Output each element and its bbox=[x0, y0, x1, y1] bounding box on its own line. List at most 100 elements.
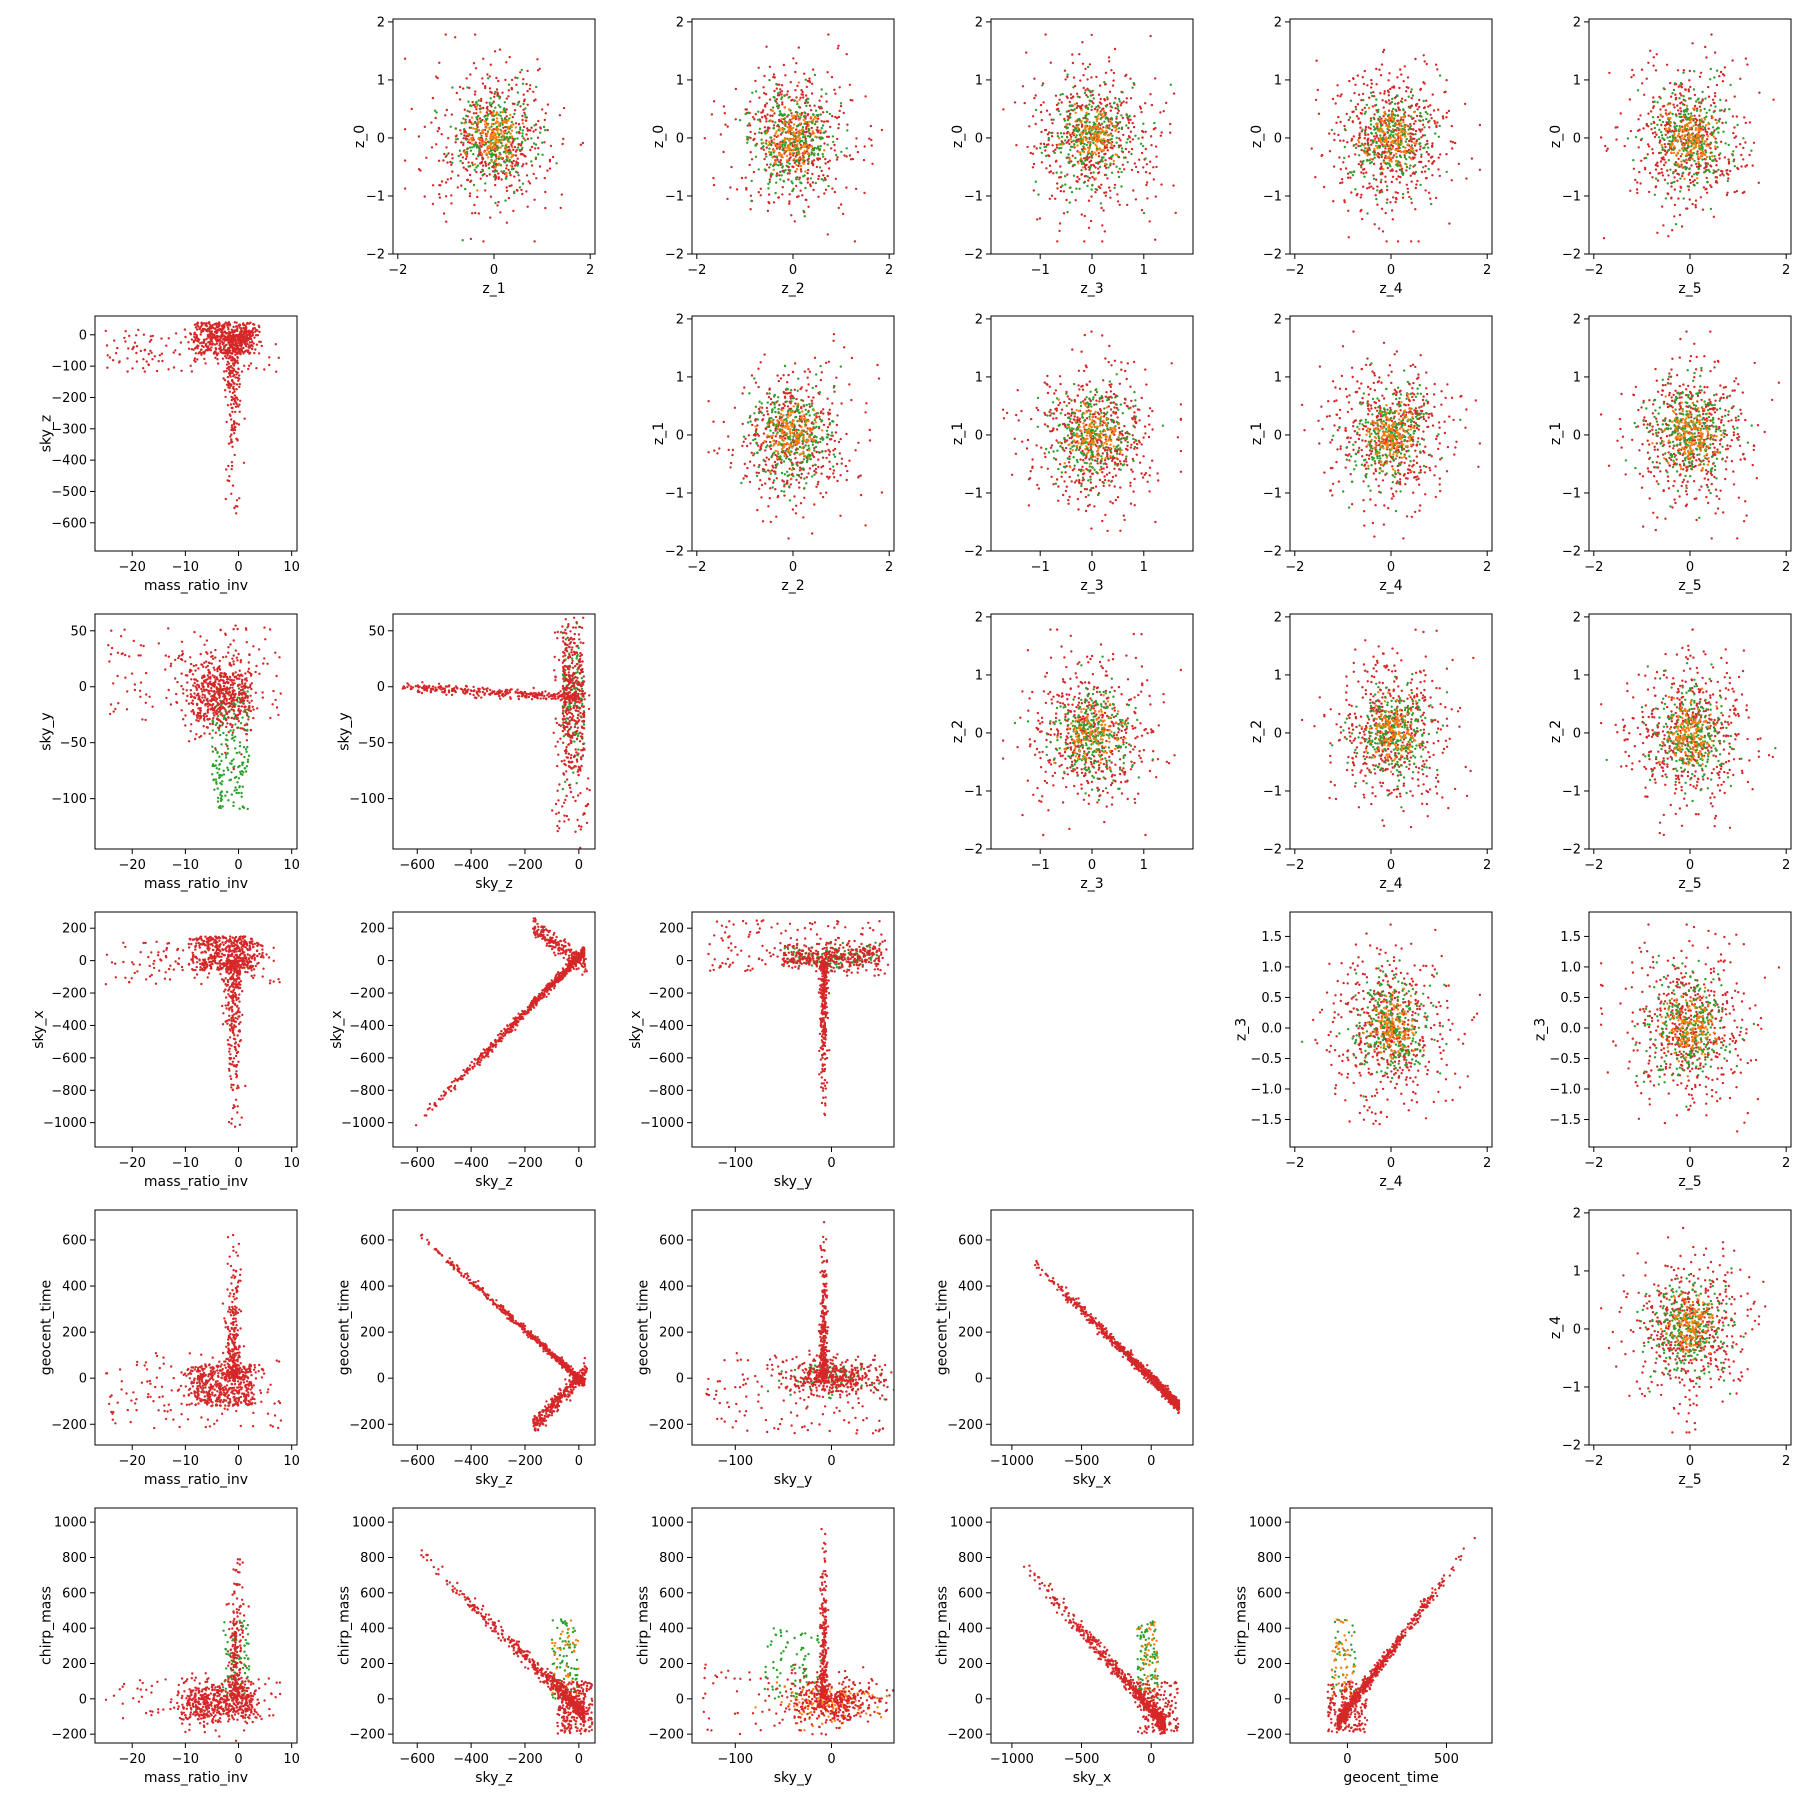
scatter-points bbox=[104, 321, 280, 515]
point bbox=[1360, 166, 1363, 169]
point bbox=[1034, 122, 1037, 126]
point bbox=[1389, 141, 1393, 144]
point bbox=[767, 150, 771, 154]
point bbox=[824, 162, 827, 165]
point bbox=[1110, 171, 1114, 174]
point bbox=[1676, 135, 1680, 138]
point bbox=[801, 139, 804, 143]
point bbox=[1079, 153, 1082, 156]
point bbox=[1115, 153, 1119, 157]
point bbox=[1382, 136, 1385, 139]
point bbox=[764, 152, 767, 156]
point bbox=[791, 144, 794, 147]
point bbox=[1674, 93, 1677, 96]
point bbox=[787, 131, 790, 134]
point bbox=[1023, 101, 1026, 105]
point bbox=[1669, 111, 1672, 114]
point bbox=[752, 116, 755, 119]
point bbox=[800, 170, 803, 173]
point bbox=[801, 175, 805, 178]
point bbox=[1128, 136, 1132, 139]
point bbox=[1660, 144, 1663, 147]
point bbox=[1102, 143, 1106, 146]
scatter-points bbox=[1599, 33, 1775, 240]
point bbox=[1697, 167, 1700, 171]
scatter-points bbox=[703, 33, 884, 243]
point bbox=[1127, 116, 1130, 119]
point bbox=[1703, 107, 1706, 111]
point bbox=[1748, 121, 1752, 124]
point bbox=[483, 150, 486, 154]
point bbox=[786, 125, 789, 129]
point bbox=[1392, 196, 1395, 199]
point bbox=[1670, 185, 1673, 188]
point bbox=[505, 148, 508, 152]
point bbox=[1089, 219, 1093, 223]
point bbox=[105, 344, 109, 347]
y-tick-label: 2 bbox=[1573, 15, 1581, 30]
point bbox=[1068, 131, 1071, 135]
point bbox=[816, 152, 820, 156]
point bbox=[1400, 124, 1403, 128]
point bbox=[183, 328, 187, 331]
point bbox=[1714, 105, 1717, 108]
point bbox=[1108, 102, 1112, 105]
point bbox=[846, 123, 849, 126]
point bbox=[1711, 116, 1715, 119]
point bbox=[1084, 159, 1087, 162]
point bbox=[1118, 121, 1121, 124]
point bbox=[1364, 129, 1367, 133]
point bbox=[1725, 169, 1728, 172]
point bbox=[806, 178, 809, 181]
point bbox=[1398, 86, 1401, 90]
point bbox=[467, 161, 470, 164]
point bbox=[1654, 131, 1657, 134]
point bbox=[801, 126, 805, 129]
point bbox=[1740, 165, 1743, 168]
point bbox=[1640, 137, 1644, 140]
y-tick-label: 2 bbox=[975, 15, 983, 30]
point bbox=[822, 120, 826, 123]
point bbox=[507, 83, 511, 86]
point bbox=[1451, 141, 1455, 144]
point bbox=[1099, 132, 1102, 135]
point bbox=[480, 145, 483, 148]
point bbox=[1365, 103, 1369, 107]
point bbox=[1102, 115, 1105, 118]
point bbox=[772, 124, 776, 127]
point bbox=[505, 121, 508, 125]
point bbox=[1082, 129, 1085, 132]
point bbox=[1678, 97, 1681, 100]
point bbox=[1396, 162, 1399, 165]
point bbox=[801, 90, 804, 94]
point bbox=[784, 131, 788, 134]
point bbox=[1651, 116, 1655, 119]
point bbox=[1428, 119, 1431, 123]
point bbox=[779, 133, 783, 136]
point bbox=[1666, 136, 1669, 139]
point bbox=[811, 130, 814, 133]
point bbox=[1704, 149, 1707, 152]
point bbox=[809, 177, 813, 180]
point bbox=[1362, 144, 1366, 147]
point bbox=[504, 146, 507, 149]
point bbox=[460, 121, 463, 125]
point bbox=[233, 382, 236, 385]
point bbox=[1132, 189, 1135, 192]
point bbox=[1097, 122, 1101, 125]
point bbox=[812, 132, 816, 135]
point bbox=[1418, 128, 1421, 131]
point bbox=[790, 180, 793, 183]
point bbox=[511, 141, 514, 144]
point bbox=[516, 76, 519, 80]
point bbox=[1437, 156, 1440, 159]
point bbox=[1389, 201, 1392, 204]
point bbox=[1735, 115, 1739, 118]
point bbox=[1100, 128, 1103, 131]
point bbox=[1698, 75, 1702, 79]
point bbox=[1065, 198, 1068, 202]
point bbox=[1372, 150, 1375, 154]
point bbox=[1605, 149, 1608, 152]
point bbox=[1697, 126, 1700, 129]
point bbox=[147, 352, 150, 356]
